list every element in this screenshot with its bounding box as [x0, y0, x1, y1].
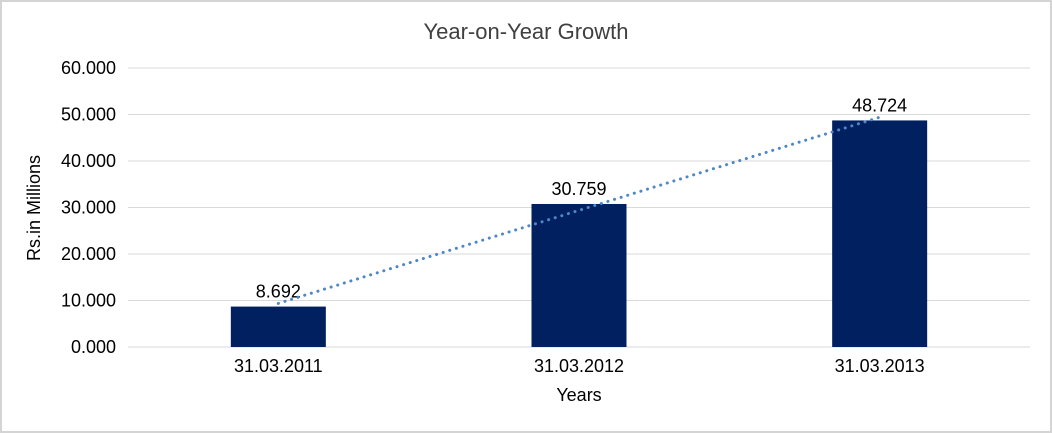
- x-tick-label: 31.03.2012: [534, 356, 624, 376]
- data-label: 48.724: [852, 95, 907, 115]
- data-label: 8.692: [256, 282, 301, 302]
- bar: [230, 306, 326, 347]
- x-tick-label: 31.03.2013: [835, 356, 925, 376]
- bar: [832, 120, 928, 347]
- y-tick-label: 10.000: [61, 291, 116, 311]
- data-label: 30.759: [551, 179, 606, 199]
- trendline: [276, 115, 882, 305]
- chart-title: Year-on-Year Growth: [423, 19, 628, 44]
- y-tick-label: 50.000: [61, 105, 116, 125]
- y-tick-label: 20.000: [61, 244, 116, 264]
- x-tick-label: 31.03.2011: [234, 356, 323, 376]
- y-tick-label: 0.000: [71, 337, 116, 357]
- bar: [531, 203, 627, 347]
- y-tick-label: 60.000: [61, 58, 116, 78]
- y-axis-title: Rs.in Millions: [24, 155, 44, 261]
- y-tick-label: 30.000: [61, 198, 116, 218]
- y-tick-label: 40.000: [61, 151, 116, 171]
- x-axis-title: Years: [556, 385, 601, 405]
